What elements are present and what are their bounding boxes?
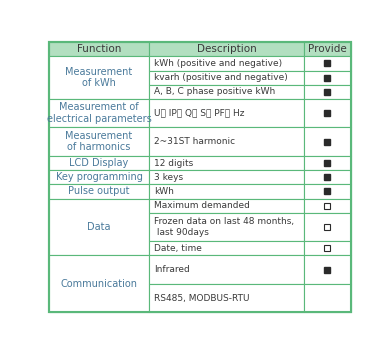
Bar [303,256,351,284]
Bar [303,170,351,184]
Bar [149,71,303,85]
Bar [303,85,351,99]
Text: Measurement
of harmonics: Measurement of harmonics [66,131,133,152]
Bar [303,241,351,256]
Text: A, B, C phase positive kWh: A, B, C phase positive kWh [154,87,275,97]
Text: kWh: kWh [154,187,174,196]
Bar [49,99,149,127]
Text: Date, time: Date, time [154,244,202,253]
Bar [149,199,303,213]
Bar [149,99,303,127]
Bar [49,184,149,199]
Bar [303,99,351,127]
Bar [49,127,149,156]
Text: Pulse output: Pulse output [68,186,130,197]
Text: LCD Display: LCD Display [69,158,129,168]
Text: RS485, MODBUS-RTU: RS485, MODBUS-RTU [154,294,250,303]
Text: Key programming: Key programming [56,172,142,182]
Bar [303,57,351,71]
Bar [303,284,351,312]
Bar [49,170,149,184]
Text: U、 IP、 Q、 S、 PF、 Hz: U、 IP、 Q、 S、 PF、 Hz [154,109,245,118]
Bar [49,57,149,99]
Bar [303,42,351,57]
Text: Description: Description [197,44,256,54]
Bar [49,256,149,312]
Bar [303,71,351,85]
Bar [149,213,303,241]
Text: 3 keys: 3 keys [154,173,183,182]
Bar [149,42,303,57]
Bar [303,199,351,213]
Text: Communication: Communication [60,279,138,289]
Text: Maximum demanded: Maximum demanded [154,201,250,210]
Text: 2~31ST harmonic: 2~31ST harmonic [154,137,235,146]
Bar [49,199,149,256]
Text: Measurement of
electrical parameters: Measurement of electrical parameters [47,102,151,124]
Text: Provide: Provide [308,44,347,54]
Bar [303,127,351,156]
Bar [149,170,303,184]
Text: Data: Data [87,222,111,232]
Text: 12 digits: 12 digits [154,159,193,167]
Text: Frozen data on last 48 months,
 last 90days: Frozen data on last 48 months, last 90da… [154,217,294,237]
Bar [303,184,351,199]
Bar [149,284,303,312]
Text: kvarh (positive and negative): kvarh (positive and negative) [154,73,288,82]
Bar [149,184,303,199]
Bar [149,241,303,256]
Bar [49,156,149,170]
Bar [149,256,303,284]
Bar [149,156,303,170]
Text: Infrared: Infrared [154,265,190,274]
Bar [149,85,303,99]
Bar [149,127,303,156]
Text: Function: Function [77,44,121,54]
Text: kWh (positive and negative): kWh (positive and negative) [154,59,282,68]
Text: Measurement
of kWh: Measurement of kWh [66,67,133,88]
Bar [149,57,303,71]
Bar [303,213,351,241]
Bar [49,42,149,57]
Bar [303,156,351,170]
